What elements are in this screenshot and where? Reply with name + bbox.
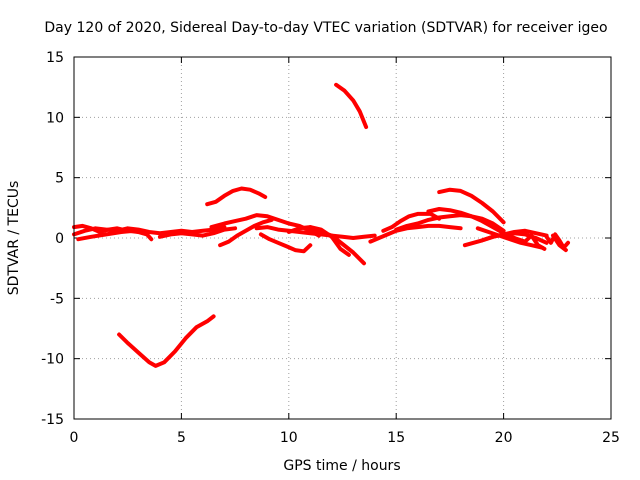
- series-line-arc-14: [368, 223, 463, 244]
- series-line-arc-18: [437, 187, 506, 225]
- x-tick-label: 15: [387, 430, 405, 446]
- series-line-arc-04: [117, 314, 216, 368]
- series-line-arc-16: [394, 213, 506, 233]
- x-tick-label: 25: [602, 430, 620, 446]
- series-line-arc-05: [157, 226, 238, 239]
- x-tick-label: 10: [280, 430, 298, 446]
- series-line-arc-17: [426, 207, 517, 240]
- y-tick-label: 0: [55, 231, 64, 247]
- series-line-arc-09: [254, 225, 377, 240]
- series-line-arc-15: [381, 211, 442, 233]
- series-line-arc-12: [308, 225, 351, 257]
- y-tick-label: 10: [46, 110, 64, 126]
- x-tick-label: 0: [70, 430, 79, 446]
- series-group: [72, 82, 570, 368]
- series-line-arc-07: [218, 217, 274, 248]
- plot-frame: [73, 56, 612, 420]
- y-tick-label: -15: [41, 412, 64, 428]
- x-axis-label: GPS time / hours: [283, 458, 400, 474]
- y-tick-label: 5: [55, 171, 64, 187]
- series-line-arc-03: [76, 228, 154, 242]
- ticks: 0 5 10 15 20 25 -15 -10 -5 0 5 10 15: [41, 50, 620, 446]
- series-line-arc-22: [501, 232, 547, 251]
- y-tick-label: -10: [41, 352, 64, 368]
- series-line-arc-21: [480, 231, 549, 245]
- y-axis-label: SDTVAR / TECUs: [6, 181, 22, 296]
- series-line-arc-24: [551, 233, 568, 253]
- series-line-arc-01: [72, 225, 227, 237]
- y-tick-label: -5: [50, 291, 64, 307]
- x-tick-label: 5: [177, 430, 186, 446]
- series-line-arc-20: [475, 226, 545, 250]
- series-line-arc-13: [334, 82, 369, 129]
- chart-title: Day 120 of 2020, Sidereal Day-to-day VTE…: [44, 20, 607, 36]
- series-line-arc-10: [258, 232, 313, 254]
- y-tick-label: 15: [46, 50, 64, 66]
- x-tick-label: 20: [495, 430, 513, 446]
- series-line-arc-06: [205, 186, 268, 207]
